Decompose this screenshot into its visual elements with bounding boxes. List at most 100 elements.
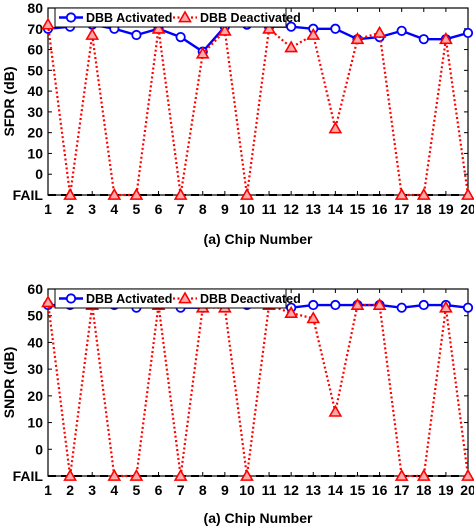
data-point-dbb-activated [418,299,429,311]
data-point-dbb-deactivated [262,21,276,34]
x-tick-label: 15 [350,201,366,217]
data-point-dbb-activated [462,302,474,313]
x-axis-label: (a) Chip Number [204,231,313,247]
data-point-dbb-deactivated [416,468,431,481]
y-tick-label: 80 [27,0,43,16]
x-tick-label: 7 [177,201,185,217]
y-tick-label: 30 [27,104,43,120]
legend-label-dbb-activated: DBB Activated [86,292,172,306]
legend-box [54,288,287,309]
data-point-dbb-deactivated [195,46,210,59]
legend: DBB Activated DBB Deactivated [54,7,301,28]
x-tick-label: 9 [221,201,229,217]
data-point-dbb-deactivated [439,300,453,313]
x-tick-label: 19 [438,482,454,498]
x-tick-label: 10 [239,482,255,498]
data-point-dbb-deactivated [284,305,299,318]
y-tick-label-fail: FAIL [13,468,44,484]
data-point-dbb-deactivated [173,187,188,200]
x-tick-label: 17 [394,201,410,217]
x-tick-label: 11 [262,482,277,498]
x-tick-label: 6 [155,201,163,217]
x-tick-label: 13 [305,482,321,498]
y-tick-label: 20 [27,125,43,141]
x-tick-label: 12 [283,482,299,498]
x-tick-label: 12 [283,201,299,217]
x-tick-label: 19 [438,201,454,217]
data-point-dbb-deactivated [129,187,144,200]
data-point-dbb-deactivated [416,187,431,200]
plot-frame [47,7,469,196]
y-axis-label: SFDR (dB) [1,67,17,137]
y-tick-label: 70 [27,21,43,37]
x-tick-label: 20 [460,482,474,498]
data-point-dbb-deactivated [63,468,77,481]
y-tick-label: 50 [27,62,43,78]
y-tick-label: 0 [35,166,43,182]
x-tick-label: 8 [199,201,207,217]
x-tick-label: 13 [305,201,321,217]
data-point-dbb-deactivated [350,32,365,45]
legend-label-dbb-deactivated: DBB Deactivated [200,11,301,25]
data-point-dbb-deactivated [328,121,343,134]
data-point-dbb-deactivated [461,187,474,200]
data-point-dbb-deactivated [129,468,144,481]
data-point-dbb-activated [330,299,341,311]
data-point-dbb-deactivated [151,21,166,34]
x-tick-label: 18 [416,201,432,217]
x-tick-label: 11 [262,201,277,217]
x-tick-label: 1 [44,482,52,498]
x-tick-label: 14 [328,482,344,498]
data-point-dbb-activated [396,302,407,313]
legend-label-dbb-activated: DBB Activated [86,11,172,25]
legend-marker-dbb-activated [65,12,77,23]
x-tick-label: 9 [221,482,229,498]
x-tick-label: 4 [110,201,118,217]
y-tick-label: 40 [27,83,43,99]
data-point-dbb-activated [308,299,319,311]
data-point-dbb-deactivated [350,297,365,310]
data-point-dbb-activated [330,23,341,34]
data-point-dbb-deactivated [394,187,409,200]
x-tick-label: 8 [199,482,207,498]
x-tick-label: 15 [350,482,366,498]
x-tick-label: 20 [460,201,474,217]
data-point-dbb-activated [175,31,186,43]
data-point-dbb-deactivated [41,295,55,308]
x-tick-label: 1 [44,201,52,217]
x-tick-label: 17 [394,482,410,498]
data-point-dbb-deactivated [328,404,343,417]
data-point-dbb-deactivated [107,187,122,200]
x-tick-label: 6 [155,482,163,498]
y-tick-label: 50 [27,308,43,324]
y-tick-label: 40 [27,334,43,350]
x-tick-label: 7 [177,482,185,498]
x-tick-label: 2 [66,201,74,217]
data-point-dbb-activated [286,21,297,32]
data-point-dbb-activated [396,25,407,36]
series-line-dbb-deactivated [46,24,470,197]
data-point-dbb-deactivated [240,468,254,481]
x-tick-label: 5 [133,482,141,498]
legend-marker-dbb-deactivated [178,10,192,23]
x-tick-label: 18 [416,482,432,498]
data-point-dbb-deactivated [372,25,387,38]
x-tick-label: 10 [239,201,255,217]
data-point-dbb-deactivated [372,297,387,310]
data-point-dbb-deactivated [63,187,77,200]
x-tick-label: 16 [372,201,388,217]
y-tick-label: 60 [27,281,43,297]
data-point-dbb-activated [418,34,429,45]
data-point-dbb-activated [462,27,474,39]
y-tick-label: 0 [35,441,43,457]
x-tick-label: 4 [110,482,118,498]
legend-marker-dbb-activated [65,293,77,304]
x-tick-label: 3 [88,482,96,498]
x-tick-label: 5 [133,201,141,217]
y-tick-label: 10 [27,145,43,161]
x-tick-label: 16 [372,482,388,498]
x-tick-label: 14 [328,201,344,217]
y-tick-label-fail: FAIL [13,187,44,203]
